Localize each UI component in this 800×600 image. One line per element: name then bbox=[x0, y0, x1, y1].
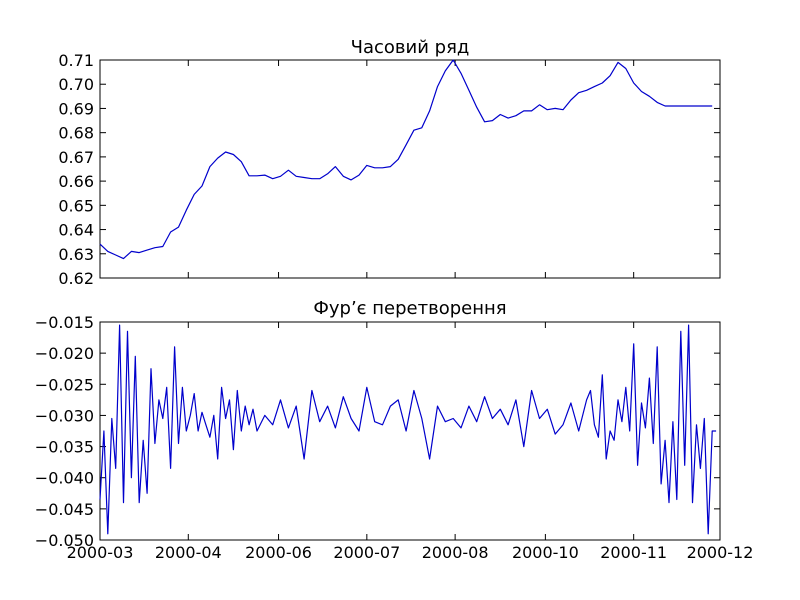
y-tick-label: −0.040 bbox=[35, 469, 94, 488]
y-tick-label: 0.63 bbox=[58, 245, 94, 264]
fourier-line bbox=[99, 324, 717, 535]
y-tick-label: 0.68 bbox=[58, 124, 94, 143]
y-tick-label: −0.025 bbox=[35, 375, 94, 394]
time-series-y-axis: 0.62 0.63 0.64 0.65 0.66 0.67 0.68 0.69 0.70 0.71 bbox=[58, 51, 720, 288]
y-tick-label: 0.62 bbox=[58, 269, 94, 288]
x-tick-label: 2000-12 bbox=[687, 543, 754, 562]
x-tick-label: 2000-04 bbox=[155, 543, 222, 562]
fourier-plot-frame bbox=[99, 321, 721, 541]
x-tick-label: 2000-07 bbox=[333, 543, 400, 562]
y-tick-label: −0.045 bbox=[35, 500, 94, 519]
y-tick-label: 0.64 bbox=[58, 221, 94, 240]
x-tick-label: 2000-10 bbox=[512, 543, 579, 562]
y-tick-label: 0.66 bbox=[58, 172, 94, 191]
fourier-y-axis: −0.050 −0.045 −0.040 −0.035 −0.030 −0.025 −0.0… bbox=[35, 313, 720, 550]
y-tick-label: 0.67 bbox=[58, 148, 94, 167]
x-tick-label: 2000-11 bbox=[600, 543, 667, 562]
time-series-plot-frame bbox=[99, 59, 721, 279]
y-tick-label: 0.65 bbox=[58, 196, 94, 215]
y-tick-label: 0.69 bbox=[58, 99, 94, 118]
fourier-title: Фур’є перетворення bbox=[313, 298, 506, 319]
y-tick-label: 0.70 bbox=[58, 75, 94, 94]
y-tick-label: 0.71 bbox=[58, 51, 94, 70]
time-series-title: Часовий ряд bbox=[351, 37, 470, 58]
y-tick-label: −0.050 bbox=[35, 531, 94, 550]
time-series-line bbox=[99, 59, 713, 260]
x-tick-label: 2000-08 bbox=[422, 543, 489, 562]
y-tick-label: −0.020 bbox=[35, 344, 94, 363]
x-tick-label: 2000-06 bbox=[245, 543, 312, 562]
y-tick-label: −0.030 bbox=[35, 406, 94, 425]
x-tick-label: 2000-03 bbox=[67, 543, 134, 562]
fourier-chart: Фур’є перетворення −0.050−0.045−0.040−0.… bbox=[35, 298, 754, 562]
time-series-chart: Часовий ряд 0.62 0.63 0.64 0.65 0.66 0.67 0.68… bbox=[58, 37, 721, 288]
y-tick-label: −0.035 bbox=[35, 438, 94, 457]
fourier-x-axis: 2000-03 2000-04 2000-06 2000-07 2000-08 2000-… bbox=[67, 322, 754, 562]
y-tick-label: −0.015 bbox=[35, 313, 94, 332]
